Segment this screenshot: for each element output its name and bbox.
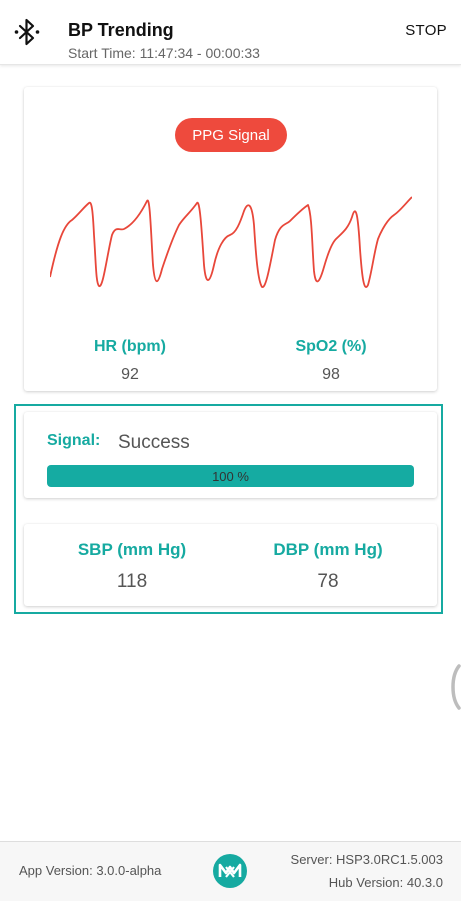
maxim-logo-icon bbox=[213, 854, 247, 888]
signal-progress-text: 100 % bbox=[212, 468, 249, 484]
dbp-label: DBP (mm Hg) bbox=[273, 540, 383, 559]
spo2-value: 98 bbox=[322, 366, 340, 383]
signal-card: Signal: Success 100 % bbox=[24, 412, 437, 498]
app-bar: BP Trending Start Time: 11:47:34 - 00:00… bbox=[0, 0, 461, 65]
spo2-label: SpO2 (%) bbox=[295, 338, 367, 355]
footer: App Version: 3.0.0-alpha Server: HSP3.0R… bbox=[0, 841, 461, 901]
page-title: BP Trending bbox=[68, 20, 174, 40]
hub-version-text: Hub Version: 40.3.0 bbox=[328, 875, 443, 890]
sbp-label: SBP (mm Hg) bbox=[77, 540, 187, 559]
app-version-text: App Version: 3.0.0-alpha bbox=[19, 863, 162, 878]
signal-status: Success bbox=[118, 432, 190, 453]
stop-button[interactable]: STOP bbox=[405, 22, 447, 39]
signal-label: Signal: bbox=[47, 432, 101, 449]
start-time-text: Start Time: 11:47:34 - 00:00:33 bbox=[68, 45, 260, 61]
dbp-value: 78 bbox=[317, 571, 339, 592]
ppg-waveform bbox=[50, 196, 412, 288]
ppg-card: PPG Signal HR (bpm) 92 SpO2 (%) 98 bbox=[24, 87, 437, 391]
signal-progress-fill bbox=[47, 465, 414, 487]
signal-progress-bar: 100 % bbox=[47, 465, 414, 487]
ppg-signal-badge[interactable]: PPG Signal bbox=[175, 118, 287, 152]
bluetooth-icon[interactable] bbox=[14, 17, 40, 47]
sbp-value: 118 bbox=[116, 571, 148, 592]
server-version-text: Server: HSP3.0RC1.5.003 bbox=[290, 852, 443, 867]
bp-card: SBP (mm Hg) 118 DBP (mm Hg) 78 bbox=[24, 524, 437, 606]
hr-value: 92 bbox=[121, 366, 139, 383]
drawer-handle-icon[interactable] bbox=[447, 664, 461, 710]
ppg-waveform-line bbox=[50, 196, 412, 288]
hr-label: HR (bpm) bbox=[94, 338, 166, 355]
